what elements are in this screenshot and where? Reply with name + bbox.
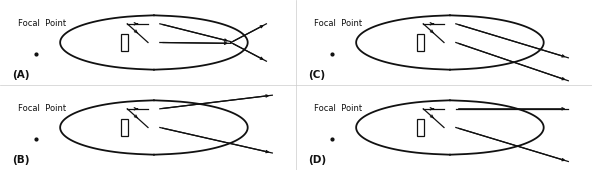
Text: Focal  Point: Focal Point [314,104,362,113]
Bar [417,34,424,51]
Text: Focal  Point: Focal Point [18,19,66,28]
Bar [121,34,128,51]
Bar [121,119,128,136]
Text: (A): (A) [12,70,30,80]
Text: (D): (D) [308,155,326,165]
Text: Focal  Point: Focal Point [314,19,362,28]
Text: (B): (B) [12,155,30,165]
Bar [417,119,424,136]
Text: Focal  Point: Focal Point [18,104,66,113]
Text: (C): (C) [308,70,325,80]
